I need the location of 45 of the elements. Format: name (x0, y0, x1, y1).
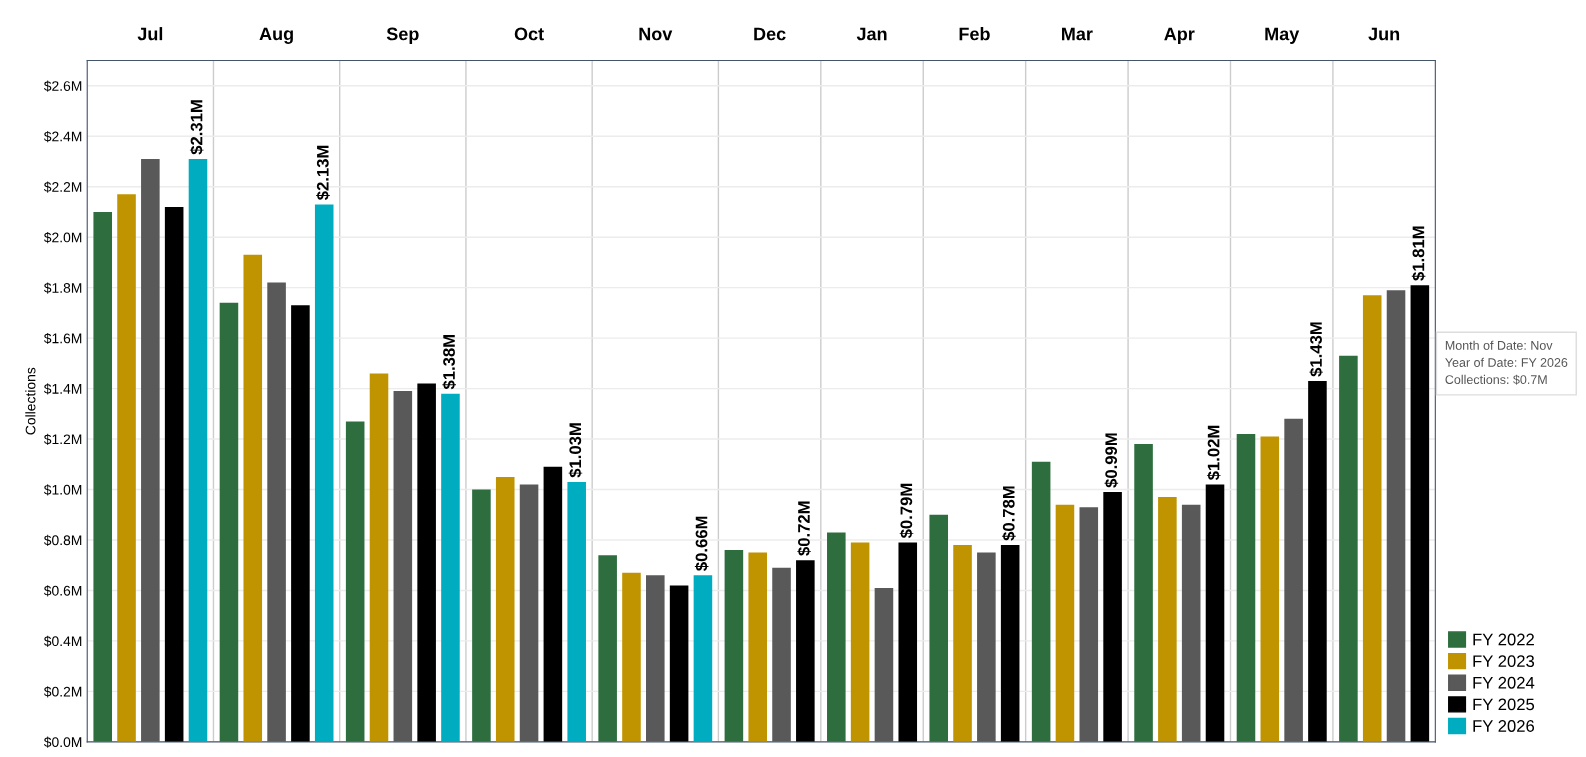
y-tick-label: $0.0M (43, 736, 82, 748)
y-tick-label: $1.4M (43, 383, 82, 395)
x-tick-label: Oct (514, 27, 544, 41)
y-tick-label: $0.4M (43, 635, 82, 647)
x-tick-label: Apr (1164, 27, 1195, 44)
data-label: $1.38M (442, 335, 456, 390)
x-tick-label: Feb (959, 27, 990, 41)
x-tick-label: Aug (259, 27, 293, 44)
y-tick-label: $1.8M (43, 282, 82, 294)
text: Month of Date: Nov Year of Date: FY 2026 Collections: $0.7M (1445, 340, 1568, 385)
y-tick-label: $2.6M (43, 80, 82, 92)
data-label: $0.99M (1104, 433, 1119, 488)
y-axis-title: Collections (25, 367, 36, 435)
data-label: $1.43M (1309, 322, 1323, 377)
data-label: $0.78M (1002, 486, 1016, 541)
legend-label: FY 2023 (1473, 655, 1535, 668)
x-tick-label: Nov (639, 27, 673, 41)
y-tick-label: $2.0M (43, 231, 82, 244)
legend-label: FY 2026 (1473, 720, 1535, 732)
y-tick-label: $1.0M (43, 484, 82, 496)
legend-label: FY 2025 (1473, 698, 1535, 711)
data-label: $0.72M (797, 501, 811, 556)
data-label: $1.02M (1206, 425, 1221, 481)
y-tick-label: $0.6M (43, 585, 82, 597)
data-label: $0.79M (899, 483, 914, 539)
y-tick-label: $2.4M (43, 131, 82, 143)
y-tick-label: $2.2M (43, 181, 82, 193)
y-tick-label: $1.2M (43, 433, 82, 446)
y-tick-label: $1.6M (43, 332, 82, 345)
y-tick-label: $0.2M (43, 686, 82, 698)
data-label: $2.13M (316, 145, 330, 200)
x-tick-label: Sep (386, 27, 419, 44)
x-tick-label: Jun (1368, 27, 1400, 41)
data-label: $1.03M (568, 423, 583, 478)
data-label: $1.81M (1411, 226, 1426, 281)
legend-label: FY 2024 (1473, 676, 1535, 689)
y-tick-label: $0.8M (43, 534, 82, 546)
data-label: $2.31M (189, 100, 204, 155)
x-tick-label: Mar (1062, 27, 1093, 41)
data-label: $0.66M (694, 516, 709, 571)
x-tick-label: Jan (856, 27, 887, 41)
x-tick-label: Jul (137, 27, 163, 41)
legend-label: FY 2022 (1473, 633, 1534, 646)
x-tick-label: Dec (754, 27, 786, 41)
x-tick-label: May (1265, 27, 1300, 44)
